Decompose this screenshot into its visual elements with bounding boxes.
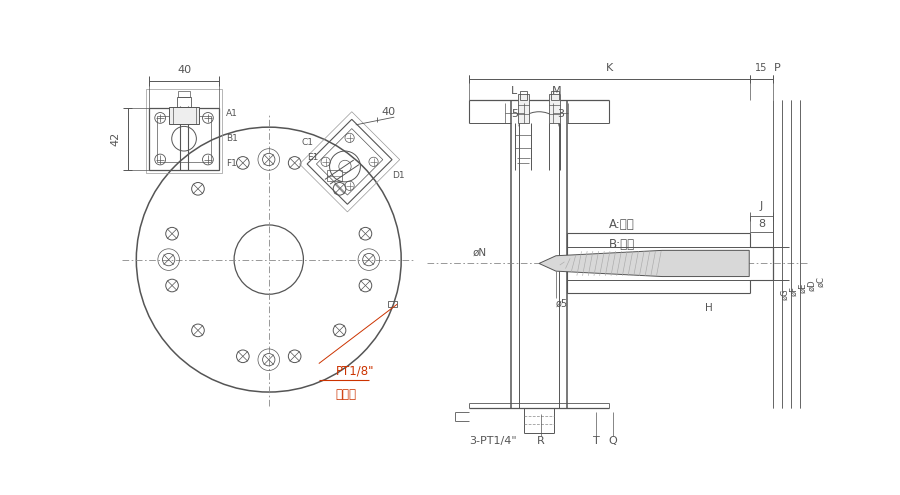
Text: K: K bbox=[606, 63, 613, 73]
Text: B1: B1 bbox=[227, 134, 239, 143]
Bar bbox=[177, 97, 191, 107]
Bar bbox=[169, 107, 199, 124]
Text: 42: 42 bbox=[111, 132, 121, 146]
Text: 3: 3 bbox=[557, 109, 564, 119]
Text: E1: E1 bbox=[307, 153, 319, 162]
Text: 3-PT1/4": 3-PT1/4" bbox=[469, 436, 517, 446]
Text: R: R bbox=[536, 436, 544, 446]
Text: 5: 5 bbox=[511, 109, 517, 119]
Bar bbox=[147, 90, 221, 173]
Bar bbox=[178, 91, 190, 97]
Text: D1: D1 bbox=[392, 171, 405, 180]
Text: 40: 40 bbox=[381, 107, 395, 117]
Text: 注氣孔: 注氣孔 bbox=[336, 388, 356, 401]
Text: øC: øC bbox=[816, 276, 825, 288]
Bar bbox=[518, 94, 529, 123]
Text: P: P bbox=[774, 63, 780, 73]
Text: T: T bbox=[592, 436, 599, 446]
Bar bbox=[549, 94, 560, 123]
Text: H: H bbox=[706, 303, 713, 313]
Text: øF: øF bbox=[789, 286, 798, 296]
Text: B:行程: B:行程 bbox=[609, 238, 635, 250]
Text: M: M bbox=[552, 86, 562, 96]
Text: øD: øD bbox=[807, 279, 816, 291]
Text: øN: øN bbox=[472, 248, 487, 258]
Text: C1: C1 bbox=[302, 138, 314, 147]
Bar bbox=[551, 91, 559, 100]
Text: ø5: ø5 bbox=[556, 298, 568, 308]
Bar bbox=[158, 116, 211, 162]
Polygon shape bbox=[539, 250, 749, 277]
Bar bbox=[520, 91, 527, 100]
Bar bbox=[388, 301, 397, 307]
Text: L: L bbox=[511, 86, 517, 96]
Text: 15: 15 bbox=[755, 63, 768, 73]
Text: A:內徑: A:內徑 bbox=[609, 218, 634, 232]
Text: J: J bbox=[760, 201, 763, 211]
Text: 8: 8 bbox=[758, 219, 765, 229]
Text: PT1/8": PT1/8" bbox=[336, 365, 374, 378]
Text: Q: Q bbox=[608, 436, 617, 446]
Text: 40: 40 bbox=[177, 65, 191, 75]
Text: øG: øG bbox=[781, 289, 790, 300]
Bar bbox=[149, 108, 219, 169]
Text: F1: F1 bbox=[227, 159, 238, 168]
Bar bbox=[327, 170, 342, 181]
Text: øE: øE bbox=[798, 283, 807, 293]
Text: A1: A1 bbox=[227, 109, 239, 118]
